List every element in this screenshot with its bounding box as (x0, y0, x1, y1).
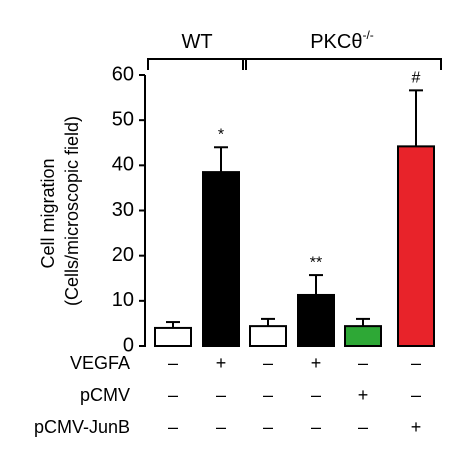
condition-sign: + (358, 385, 369, 405)
condition-sign: – (411, 353, 421, 373)
group-label-text: PKCθ (310, 31, 362, 53)
group-bracket (147, 58, 247, 70)
significance-mark: ** (310, 254, 322, 271)
bar (397, 145, 435, 347)
condition-sign: – (358, 353, 368, 373)
bar (344, 325, 382, 348)
condition-sign: – (263, 417, 273, 437)
y-tick-label: 30 (112, 199, 134, 221)
y-tick-label: 0 (123, 334, 134, 356)
condition-sign: – (216, 417, 226, 437)
condition-sign: – (216, 385, 226, 405)
condition-sign: – (168, 353, 178, 373)
y-tick-label: 10 (112, 289, 134, 311)
condition-sign: + (411, 417, 422, 437)
condition-sign: – (168, 385, 178, 405)
condition-sign: – (358, 417, 368, 437)
significance-mark: # (412, 70, 421, 87)
y-tick-label: 50 (112, 108, 134, 130)
condition-sign: – (311, 385, 321, 405)
y-tick-label: 60 (112, 63, 134, 85)
bar (202, 171, 240, 347)
condition-name: VEGFA (70, 353, 130, 373)
y-tick-label: 20 (112, 244, 134, 266)
group-bracket (242, 58, 442, 70)
condition-sign: – (263, 385, 273, 405)
condition-sign: + (311, 353, 322, 373)
condition-sign: – (311, 417, 321, 437)
y-axis-title-line: (Cells/microscopic field) (62, 116, 82, 306)
condition-sign: – (263, 353, 273, 373)
group-label-sup: -/- (362, 28, 373, 42)
y-axis-title: Cell migration (Cells/microscopic field) (38, 116, 82, 306)
bar (249, 325, 287, 348)
condition-name: pCMV-JunB (34, 417, 130, 437)
condition-sign: – (411, 385, 421, 405)
significance-mark: * (218, 126, 224, 143)
group-label-text: WT (181, 31, 212, 53)
bar (297, 293, 335, 348)
group-label: WT (181, 31, 212, 53)
y-tick-label: 40 (112, 154, 134, 176)
condition-name: pCMV (80, 385, 130, 405)
group-label: PKCθ-/- (310, 28, 374, 53)
condition-sign: – (168, 417, 178, 437)
y-axis-title-line: Cell migration (38, 158, 58, 268)
bar (154, 326, 192, 347)
condition-sign: + (216, 353, 227, 373)
